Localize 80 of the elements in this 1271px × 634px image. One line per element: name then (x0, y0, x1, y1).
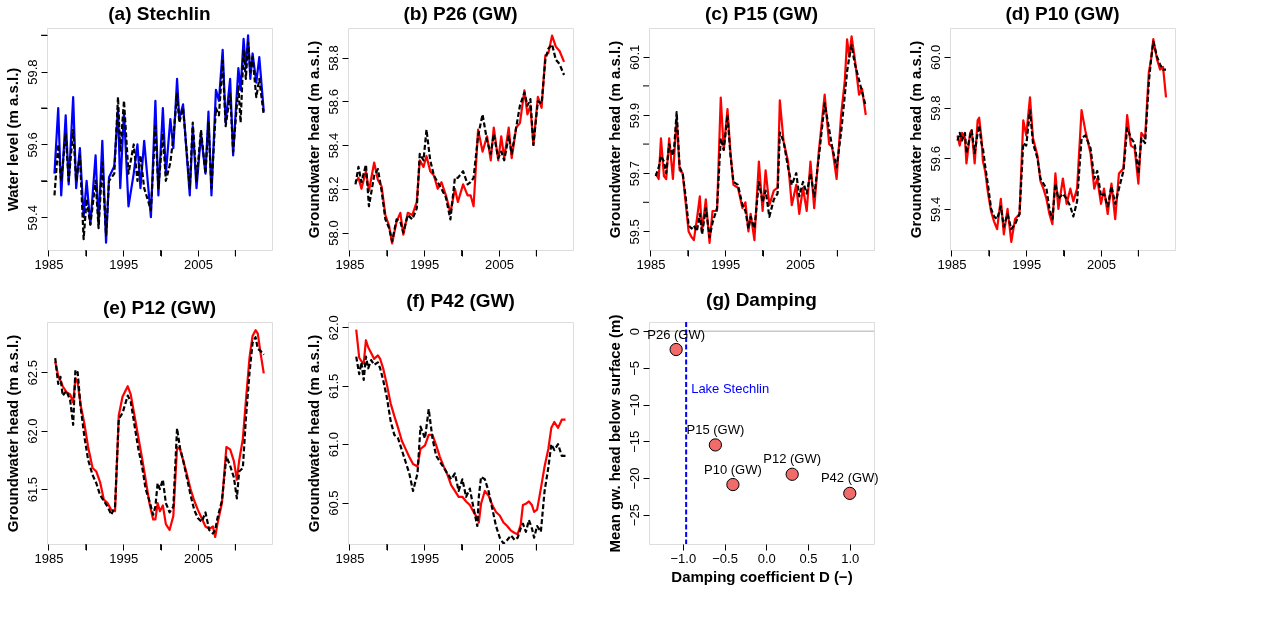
y-tick-label: 61.5 (325, 373, 341, 399)
y-tick-label: 58.0 (325, 220, 341, 246)
chart-title: (g) Damping (706, 289, 817, 311)
y-tick-label: −20 (626, 467, 642, 490)
y-tick-label: 58.4 (325, 132, 341, 159)
ref-line-label: Lake Stechlin (691, 380, 770, 396)
y-axis-title: Groundwater head (m a.s.l.) (906, 40, 924, 239)
line-series (355, 355, 567, 544)
y-tick-label: 58.2 (325, 176, 341, 202)
y-tick-label: 62.5 (24, 360, 40, 386)
y-tick-label: 59.6 (927, 146, 943, 172)
chart-title: (b) P26 (GW) (403, 3, 518, 24)
x-tick-label: 1985 (937, 256, 967, 272)
y-axis-title: Groundwater head (m a.s.l.) (304, 334, 322, 533)
point (708, 438, 722, 452)
x-tick-label: 1995 (109, 256, 139, 272)
line-series (355, 328, 567, 536)
y-tick-label: 62.0 (24, 418, 40, 444)
y-tick-label: 59.4 (24, 205, 40, 231)
y-tick-label: −15 (626, 430, 642, 453)
annotation: P10 (GW) (704, 461, 762, 477)
x-tick-label: 1995 (1012, 256, 1042, 272)
y-axis-title: Groundwater head (m a.s.l.) (304, 40, 322, 239)
x-tick-label: 1995 (711, 256, 741, 272)
y-axis-title: Water level (m a.s.l.) (3, 67, 21, 212)
x-tick-label: 1995 (410, 550, 440, 566)
y-tick-label: 60.5 (325, 490, 341, 516)
point (843, 486, 857, 500)
annotation: P15 (GW) (686, 421, 745, 437)
x-tick-label: 0.5 (799, 550, 818, 566)
chart-title: (c) P15 (GW) (705, 3, 818, 24)
x-tick-label: 2005 (485, 550, 514, 566)
y-tick-label: 59.9 (626, 102, 642, 129)
y-tick-label: 59.6 (24, 132, 40, 158)
y-tick-label: 61.0 (325, 432, 341, 458)
y-tick-label: 58.8 (325, 45, 341, 71)
y-tick-label: 59.5 (626, 219, 642, 245)
y-tick-label: 59.7 (626, 161, 642, 187)
annotation: P26 (GW) (647, 326, 706, 342)
annotation: P12 (GW) (763, 451, 822, 467)
y-tick-label: 59.8 (927, 95, 943, 121)
x-tick-label: 1995 (109, 550, 139, 566)
y-tick-label: −5 (626, 360, 642, 376)
annotation: P42 (GW) (820, 470, 879, 486)
y-tick-label: 60.0 (927, 44, 943, 71)
y-tick-label: 58.6 (325, 89, 341, 115)
x-tick-label: 0.0 (757, 550, 776, 566)
y-axis-title: Groundwater head (m a.s.l.) (3, 334, 21, 533)
x-tick-label: 1995 (410, 256, 440, 272)
x-tick-label: 2005 (184, 256, 213, 272)
x-tick-label: 2005 (485, 256, 514, 272)
y-tick-label: 62.0 (325, 315, 341, 341)
y-axis-title: Groundwater head (m a.s.l.) (605, 40, 623, 239)
x-tick-label: 2005 (786, 256, 815, 272)
y-axis-title: Mean gw. head below surface (m) (605, 314, 623, 553)
x-tick-label: 1985 (34, 550, 64, 566)
x-tick-label: −1.0 (670, 550, 697, 566)
chart-title: (a) Stechlin (108, 3, 211, 24)
point (785, 467, 799, 481)
x-axis-title: Damping coefficient D (−) (671, 567, 853, 585)
chart-title: (e) P12 (GW) (103, 297, 216, 318)
x-tick-label: 1.0 (841, 550, 860, 566)
x-tick-label: 1985 (34, 256, 64, 272)
y-tick-label: 0 (626, 328, 642, 336)
x-tick-label: 1985 (335, 550, 365, 566)
y-tick-label: 59.8 (24, 59, 40, 85)
chart-title: (d) P10 (GW) (1005, 3, 1120, 24)
x-tick-label: 2005 (184, 550, 213, 566)
x-tick-label: 1985 (335, 256, 365, 272)
y-tick-label: 61.5 (24, 476, 40, 503)
point (726, 477, 740, 492)
x-tick-label: 1985 (636, 256, 666, 272)
y-tick-label: 60.1 (626, 44, 642, 70)
x-tick-label: −0.5 (712, 550, 738, 566)
x-tick-label: 2005 (1087, 256, 1116, 272)
y-tick-label: −10 (626, 394, 642, 417)
y-tick-label: −25 (626, 504, 642, 527)
chart-title: (f) P42 (GW) (406, 289, 515, 311)
point (669, 342, 683, 357)
y-tick-label: 59.4 (927, 196, 943, 223)
